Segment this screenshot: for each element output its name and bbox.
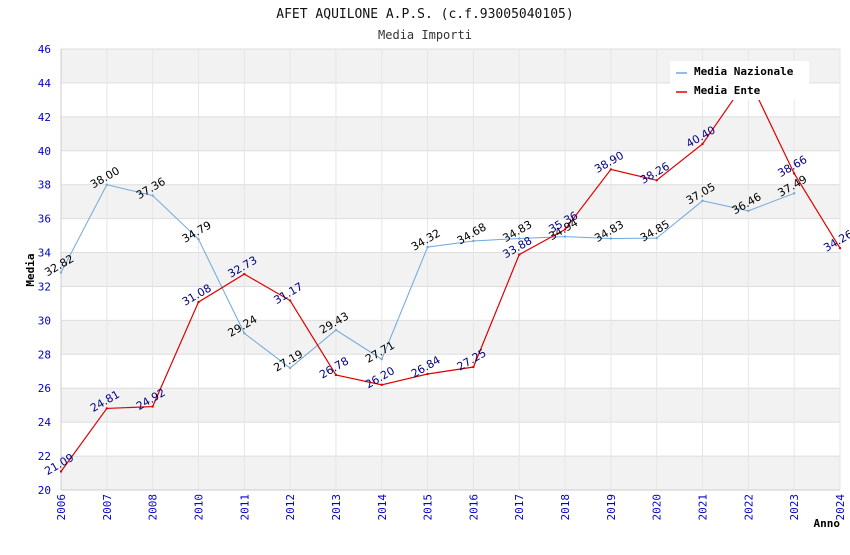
data-point-nazionale bbox=[197, 237, 200, 241]
data-point-ente bbox=[838, 246, 842, 250]
data-point-ente bbox=[59, 470, 63, 473]
y-tick-label: 36 bbox=[38, 213, 51, 226]
y-tick-label: 44 bbox=[38, 77, 52, 90]
data-label-nazionale: 34.85 bbox=[638, 218, 672, 245]
y-tick-labels: 20 22 24 26 28 30 32 34 36 38 40 42 44 46 bbox=[38, 43, 52, 497]
grid-band bbox=[61, 320, 840, 355]
y-tick-label: 22 bbox=[38, 450, 51, 463]
data-point-ente bbox=[105, 407, 109, 410]
x-tick-label: 2011 bbox=[238, 494, 251, 521]
grid-band bbox=[61, 184, 840, 219]
data-point-ente bbox=[380, 383, 383, 387]
data-point-nazionale bbox=[105, 183, 109, 186]
chart-subtitle: Media Importi bbox=[378, 28, 472, 42]
data-point-nazionale bbox=[701, 199, 704, 203]
series-line-ente bbox=[60, 76, 841, 472]
grid-band bbox=[61, 456, 840, 490]
y-tick-label: 34 bbox=[38, 247, 52, 260]
data-point-nazionale bbox=[563, 235, 567, 238]
y-tick-label: 32 bbox=[38, 280, 51, 293]
y-tick-label: 30 bbox=[38, 314, 51, 327]
y-axis-label: Media bbox=[24, 253, 37, 286]
data-point-ente bbox=[426, 372, 429, 376]
legend-entry: Media Ente bbox=[694, 84, 761, 97]
data-point-ente bbox=[701, 142, 704, 146]
x-axis-label: Anno bbox=[814, 517, 841, 530]
x-tick-label: 2021 bbox=[697, 494, 710, 521]
x-tick-label: 2020 bbox=[651, 494, 664, 521]
data-point-ente bbox=[288, 299, 292, 302]
grid-band bbox=[61, 252, 840, 287]
data-point-ente bbox=[472, 365, 475, 369]
data-point-nazionale bbox=[426, 245, 429, 249]
data-point-ente bbox=[655, 179, 658, 182]
data-point-ente bbox=[563, 228, 567, 231]
series-lines bbox=[59, 76, 842, 473]
legend-box bbox=[670, 61, 809, 100]
x-tick-label: 2016 bbox=[467, 494, 480, 521]
x-tick-label: 2017 bbox=[513, 494, 526, 521]
x-tick-label: 2010 bbox=[192, 494, 205, 521]
x-tick-label: 2024 bbox=[834, 494, 847, 521]
data-label-nazionale: 34.83 bbox=[592, 218, 626, 245]
data-label-nazionale: 34.68 bbox=[455, 220, 489, 247]
y-tick-label: 26 bbox=[38, 382, 51, 395]
data-point-ente bbox=[197, 300, 200, 304]
data-point-nazionale bbox=[59, 271, 63, 274]
x-tick-label: 2023 bbox=[788, 494, 801, 521]
y-tick-label: 40 bbox=[38, 145, 51, 158]
x-tick-label: 2008 bbox=[147, 494, 160, 521]
data-point-nazionale bbox=[609, 237, 613, 240]
grid-band bbox=[61, 388, 840, 423]
x-tick-label: 2019 bbox=[605, 494, 618, 521]
data-point-nazionale bbox=[518, 237, 521, 240]
data-label-ente: 34.26 bbox=[821, 228, 850, 255]
legend: Media Nazionale Media Ente bbox=[670, 61, 809, 100]
y-tick-label: 46 bbox=[38, 43, 51, 56]
axes bbox=[60, 49, 840, 491]
x-tick-label: 2007 bbox=[101, 494, 114, 521]
y-tick-label: 20 bbox=[38, 484, 51, 497]
data-point-nazionale bbox=[288, 366, 292, 370]
data-point-ente bbox=[518, 253, 521, 256]
data-point-ente bbox=[243, 272, 246, 276]
grid-band bbox=[61, 116, 840, 151]
x-tick-label: 2013 bbox=[330, 494, 343, 521]
data-point-nazionale bbox=[334, 328, 338, 332]
data-point-nazionale bbox=[655, 236, 658, 240]
data-label-nazionale: 34.32 bbox=[409, 227, 443, 254]
y-tick-label: 24 bbox=[38, 416, 52, 429]
data-label-ente: 26.20 bbox=[363, 364, 397, 391]
y-tick-label: 38 bbox=[38, 179, 51, 192]
x-tick-labels: 2006 2007 2008 2010 2011 2012 2013 2014 2015 2016… bbox=[55, 494, 847, 521]
data-point-nazionale bbox=[380, 358, 383, 361]
x-tick-label: 2022 bbox=[742, 494, 755, 521]
data-point-nazionale bbox=[472, 239, 475, 243]
legend-entry: Media Nazionale bbox=[694, 65, 794, 78]
data-point-ente bbox=[609, 168, 613, 171]
x-tick-label: 2014 bbox=[376, 494, 389, 521]
y-tick-label: 42 bbox=[38, 111, 51, 124]
x-tick-label: 2006 bbox=[55, 494, 68, 521]
data-label-ente: 38.26 bbox=[638, 160, 672, 187]
data-point-ente bbox=[151, 405, 154, 408]
data-label-nazionale: 34.79 bbox=[180, 219, 214, 246]
data-label-ente: 26.84 bbox=[409, 353, 443, 380]
x-tick-label: 2015 bbox=[422, 494, 435, 521]
y-tick-label: 28 bbox=[38, 348, 51, 361]
x-tick-label: 2012 bbox=[284, 494, 297, 521]
data-point-nazionale bbox=[747, 209, 750, 213]
data-point-ente bbox=[334, 373, 338, 377]
x-tick-label: 2018 bbox=[559, 494, 572, 521]
data-point-nazionale bbox=[151, 194, 154, 197]
data-point-nazionale bbox=[243, 332, 246, 335]
data-point-nazionale bbox=[792, 192, 796, 195]
data-point-ente bbox=[792, 172, 796, 175]
chart-title: AFET AQUILONE A.P.S. (c.f.93005040105) bbox=[276, 7, 573, 22]
